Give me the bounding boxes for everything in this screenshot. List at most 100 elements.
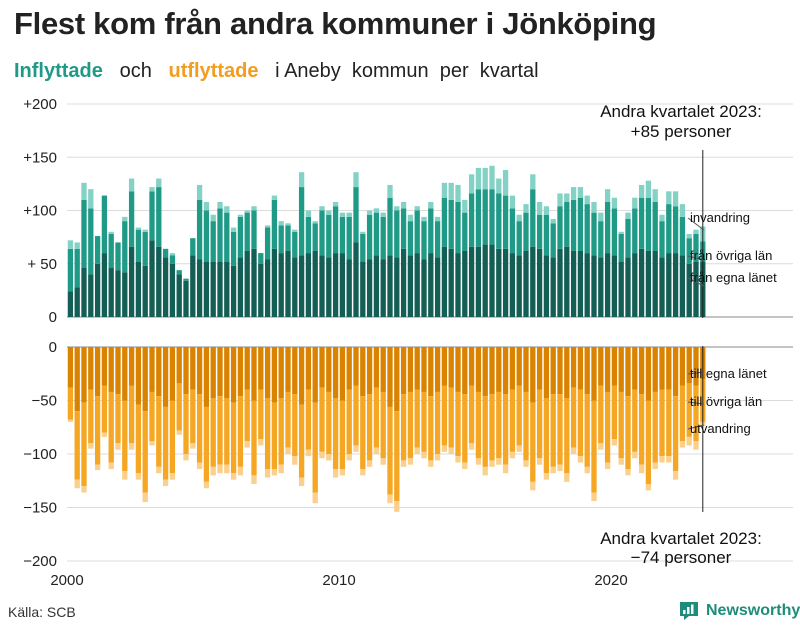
bar-in-egna [625, 257, 631, 317]
bar-out-egna [346, 347, 352, 390]
bar-out-ovriga [543, 398, 550, 474]
bar-in-invandring [516, 214, 522, 222]
bar-out-egna [244, 347, 250, 390]
bar-in-invandring [428, 201, 434, 209]
bar-out-ovriga [190, 389, 196, 444]
bar-in-ovriga [332, 206, 339, 254]
bar-in-egna [169, 263, 176, 317]
bar-in-ovriga [468, 193, 475, 247]
bar-out-egna [686, 347, 692, 384]
bar-out-egna [387, 347, 393, 407]
bar-out-egna [638, 347, 645, 395]
bar-out-utvandring [108, 462, 114, 469]
bar-in-invandring [414, 206, 420, 211]
bar-in-ovriga [183, 278, 189, 281]
bar-in-ovriga [645, 197, 652, 251]
bar-out-utvandring [278, 464, 284, 474]
bar-out-egna [604, 347, 611, 392]
bar-out-utvandring [400, 460, 407, 467]
bar-in-egna [353, 242, 359, 317]
bar-in-egna [264, 259, 271, 317]
bar-in-invandring [543, 206, 550, 215]
bar-in-egna [659, 257, 665, 317]
bar-in-invandring [196, 184, 203, 200]
bar-out-egna [421, 347, 427, 392]
bar-out-ovriga [523, 391, 529, 461]
bar-in-egna [176, 274, 182, 317]
bar-in-ovriga [482, 189, 488, 245]
bar-in-egna [482, 244, 488, 317]
bar-in-invandring [298, 172, 305, 188]
bar-in-ovriga [210, 221, 216, 262]
bar-out-egna [380, 347, 386, 392]
bar-in-egna [414, 253, 420, 317]
bar-out-egna [577, 347, 584, 390]
x-tick-label: 2020 [594, 572, 627, 589]
bar-in-invandring [230, 227, 237, 232]
bar-out-utvandring [407, 458, 414, 465]
bar-in-invandring [339, 212, 346, 217]
bar-in-egna [373, 255, 380, 317]
bar-out-ovriga [475, 391, 482, 459]
bar-in-invandring [489, 165, 495, 190]
bar-out-ovriga [598, 385, 604, 444]
bar-in-egna [332, 253, 339, 317]
bar-in-ovriga [346, 216, 352, 260]
bar-out-egna [319, 347, 325, 388]
bar-in-egna [475, 246, 482, 317]
bar-in-ovriga [604, 201, 611, 254]
bar-out-egna [251, 347, 257, 401]
bar-in-invandring [156, 178, 162, 188]
category-connector [687, 255, 704, 261]
bar-in-invandring [400, 201, 407, 209]
bar-in-egna [237, 257, 244, 317]
bar-in-invandring [693, 229, 699, 234]
bar-out-ovriga [169, 400, 176, 474]
bar-out-egna [441, 347, 448, 386]
bar-in-invandring [360, 231, 366, 234]
bar-out-ovriga [149, 391, 155, 442]
bar-out-utvandring [666, 456, 672, 463]
bar-in-invandring [88, 189, 94, 209]
bar-out-egna [285, 347, 291, 392]
bar-out-utvandring [591, 492, 597, 502]
bar-out-egna [156, 347, 162, 397]
bar-out-utvandring [448, 447, 454, 454]
bar-in-invandring [387, 184, 393, 198]
bar-out-utvandring [530, 481, 536, 491]
bar-in-egna [598, 257, 604, 317]
bar-out-ovriga [142, 411, 148, 493]
bar-in-invandring [217, 201, 223, 209]
annotation-bottom-line1: Andra kvartalet 2023: [600, 529, 762, 548]
bar-in-egna [387, 255, 393, 317]
bar-out-egna [407, 347, 414, 392]
bar-out-ovriga [686, 383, 692, 437]
bar-out-egna [536, 347, 543, 390]
bar-in-egna [468, 246, 475, 317]
bar-out-ovriga [428, 396, 434, 461]
bar-in-invandring [292, 229, 298, 232]
bar-out-utvandring [156, 466, 162, 474]
bar-out-ovriga [414, 389, 420, 448]
bar-in-invandring [686, 233, 692, 239]
bar-out-utvandring [135, 473, 142, 480]
bar-in-invandring [550, 219, 556, 224]
bar-out-utvandring [190, 443, 196, 449]
annotation-top-line2: +85 personer [631, 122, 732, 141]
annotation-bottom-line2: −74 personer [631, 548, 732, 567]
bar-in-egna [122, 272, 128, 317]
bar-in-invandring [652, 189, 658, 202]
bar-out-ovriga [176, 383, 182, 431]
bar-out-ovriga [353, 385, 359, 446]
bar-in-ovriga [448, 199, 454, 249]
bar-out-egna [217, 347, 223, 397]
bar-in-invandring [122, 216, 128, 222]
brand-logo[interactable]: Newsworthy [678, 600, 800, 622]
bar-in-ovriga [598, 221, 604, 258]
bar-in-ovriga [264, 227, 271, 260]
bar-out-ovriga [326, 391, 332, 454]
bar-in-ovriga [74, 248, 80, 288]
bar-in-ovriga [149, 191, 155, 241]
bar-in-ovriga [625, 219, 631, 258]
bar-out-egna [373, 347, 380, 388]
